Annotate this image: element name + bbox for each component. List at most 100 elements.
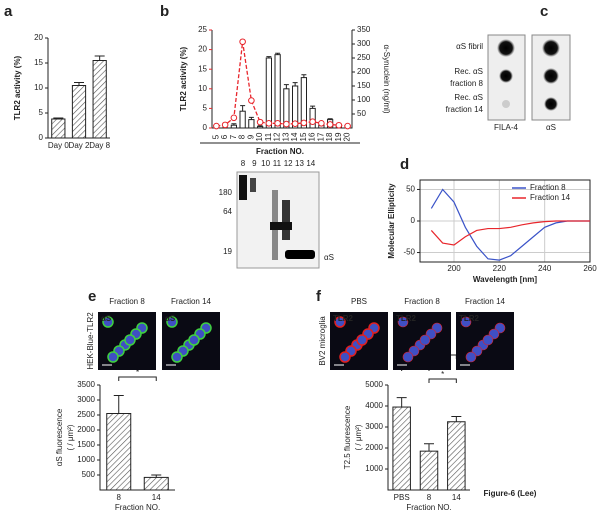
- stain-label: αS: [165, 314, 176, 323]
- significance-bracket: [428, 378, 457, 383]
- y-tick-label: 10: [34, 83, 43, 92]
- error-bar: [310, 105, 316, 109]
- y-tick-label: 50: [357, 109, 366, 118]
- stain-label: TLR2: [333, 314, 354, 323]
- y-axis-title: TLR2 activity (%): [13, 55, 22, 120]
- marker: [344, 122, 351, 130]
- error-bar: [248, 116, 254, 120]
- y-tick-label: 1500: [77, 440, 95, 449]
- cell: [166, 316, 178, 328]
- y-tick-label: 3000: [77, 395, 95, 404]
- column-label: Fraction 8: [404, 297, 440, 306]
- y-tick-label: -50: [403, 248, 415, 257]
- bar: [106, 413, 132, 491]
- dot: [544, 97, 558, 111]
- error-bar: [113, 395, 124, 414]
- marker: [221, 121, 229, 129]
- column-label: Fraction 14: [465, 297, 506, 306]
- blot-title: Fraction NO.: [256, 147, 304, 156]
- error-bar: [301, 74, 307, 78]
- panel-label: d: [400, 156, 409, 173]
- row-label: Rec. αS: [454, 67, 483, 76]
- bar: [239, 110, 246, 129]
- marker: [230, 114, 238, 122]
- band-label: αS: [324, 253, 334, 262]
- bar: [51, 118, 66, 139]
- x-tick-label: 8: [427, 493, 432, 502]
- x-tick-label: 13: [281, 132, 290, 141]
- y-tick-label: 0: [411, 216, 416, 225]
- column-label: FILA-4: [494, 123, 519, 132]
- cell: [460, 316, 472, 328]
- y-axis-title: TLR2 activity (%): [179, 46, 188, 111]
- dot: [543, 68, 559, 84]
- y-tick-label: 3000: [365, 422, 383, 431]
- x-tick-label: 200: [447, 264, 461, 273]
- lane-label: 9: [252, 159, 257, 168]
- cell: [124, 334, 136, 346]
- y-axis-title: ( / μm²): [66, 424, 75, 450]
- x-tick-label: 220: [493, 264, 507, 273]
- y-tick-label: 15: [198, 64, 207, 73]
- cell: [188, 334, 200, 346]
- blot-band: [239, 175, 247, 200]
- x-tick-label: 5: [211, 134, 220, 139]
- lane-label: 10: [261, 159, 270, 168]
- error-bar: [451, 416, 462, 422]
- bar: [71, 85, 87, 139]
- x-tick-label: 16: [308, 132, 317, 141]
- legend-label: Fraction 8: [530, 183, 566, 192]
- dot: [502, 100, 510, 108]
- x-tick-label: Day 0: [48, 141, 69, 150]
- error-bar: [53, 117, 64, 119]
- lane-label: 11: [273, 159, 282, 168]
- y-tick-label: 15: [34, 58, 43, 67]
- y-tick-label: 1000: [365, 464, 383, 473]
- x-tick-label: 8: [238, 134, 247, 139]
- panel-label: e: [88, 288, 96, 305]
- bar: [92, 60, 107, 139]
- cell: [171, 351, 183, 363]
- error-bar: [231, 123, 237, 126]
- x-tick-label: 10: [255, 132, 264, 141]
- significance-bracket: [118, 376, 157, 381]
- significance-label: *: [136, 368, 139, 377]
- axis: [211, 30, 353, 129]
- cell: [419, 334, 431, 346]
- stain-label: TLR2: [396, 314, 417, 323]
- x-tick-label: 14: [290, 132, 299, 141]
- y-tick-label: 100: [357, 95, 371, 104]
- bar: [265, 57, 272, 129]
- marker: [265, 119, 273, 127]
- column-label: Fraction 8: [109, 297, 145, 306]
- marker-label: 19: [223, 247, 232, 256]
- blot-band: [285, 250, 315, 259]
- bar: [143, 476, 169, 491]
- cell: [402, 351, 414, 363]
- column-label: Fraction 14: [171, 297, 212, 306]
- y-tick-label: 200: [357, 67, 371, 76]
- y-tick-label: 50: [406, 185, 415, 194]
- cell: [397, 316, 409, 328]
- row-label: Rec. αS: [454, 93, 483, 102]
- error-bar: [396, 397, 407, 408]
- error-bar: [257, 125, 263, 127]
- error-bar: [151, 474, 162, 478]
- bar: [274, 54, 281, 129]
- y-tick-label: 2000: [77, 425, 95, 434]
- bar: [447, 421, 466, 491]
- footer: Figure-6 (Lee): [484, 489, 537, 498]
- dot: [499, 69, 513, 83]
- x-tick-label: 18: [325, 132, 334, 141]
- row-label: BV2 microglia: [318, 316, 327, 366]
- x-axis-title: Fraction NO.: [115, 503, 160, 512]
- x-tick-label: 19: [334, 132, 343, 141]
- x-tick-label: 14: [452, 493, 461, 502]
- bar: [419, 450, 439, 491]
- x-tick-label: 8: [117, 493, 122, 502]
- cell: [465, 351, 477, 363]
- cell: [107, 351, 119, 363]
- dot: [497, 39, 515, 57]
- stain-label: αS: [101, 314, 112, 323]
- bar: [309, 107, 316, 129]
